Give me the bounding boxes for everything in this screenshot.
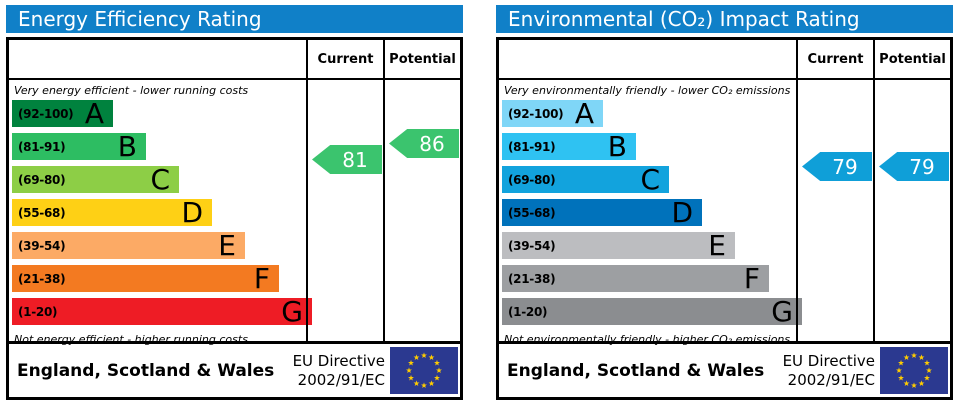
rating-band-A: (92-100) A — [12, 97, 113, 130]
current-column-header: Current — [796, 40, 873, 78]
eu-directive-line1: EU Directive — [782, 351, 875, 370]
band-letter: G — [281, 295, 303, 328]
top-note: Very energy efficient - lower running co… — [14, 84, 249, 97]
current-column-body — [796, 80, 873, 341]
rating-band-E: (39-54) E — [502, 229, 735, 262]
rating-band-G: (1-20) G — [502, 295, 802, 328]
rating-band-D: (55-68) D — [502, 196, 702, 229]
table-body: Very energy efficient - lower running co… — [9, 80, 460, 346]
rating-band-C: (69-80) C — [12, 163, 179, 196]
potential-column-header: Potential — [383, 40, 460, 78]
band-letter: B — [117, 130, 137, 163]
energy-panel-title: Energy Efficiency Rating — [6, 5, 463, 33]
energy-rating-table: Current Potential Very energy efficient … — [6, 37, 463, 400]
region-label: England, Scotland & Wales — [507, 360, 765, 381]
band-letter: A — [84, 97, 104, 130]
band-range: (81-91) — [18, 139, 66, 154]
band-range: (81-91) — [508, 139, 556, 154]
table-footer: England, Scotland & Wales EU Directive 2… — [499, 341, 950, 397]
co2-panel-title: Environmental (CO₂) Impact Rating — [496, 5, 953, 33]
band-letter: D — [181, 196, 203, 229]
eu-directive-line2: 2002/91/EC — [787, 370, 875, 389]
header-spacer-cell — [9, 40, 306, 78]
band-range: (39-54) — [508, 238, 556, 253]
table-header-row: Current Potential — [9, 40, 460, 80]
potential-column-header: Potential — [873, 40, 950, 78]
band-letter: E — [708, 229, 726, 262]
band-range: (55-68) — [18, 205, 66, 220]
bands-cell: Very environmentally friendly - lower CO… — [499, 80, 802, 346]
rating-band-A: (92-100) A — [502, 97, 603, 130]
rating-band-C: (69-80) C — [502, 163, 669, 196]
band-range: (69-80) — [18, 172, 66, 187]
bands-cell: Very energy efficient - lower running co… — [9, 80, 312, 346]
potential-column-body — [873, 80, 950, 341]
rating-band-F: (21-38) F — [502, 262, 769, 295]
band-range: (1-20) — [18, 304, 58, 319]
rating-band-E: (39-54) E — [12, 229, 245, 262]
eu-directive-line2: 2002/91/EC — [297, 370, 385, 389]
rating-band-B: (81-91) B — [502, 130, 636, 163]
header-spacer-cell — [499, 40, 796, 78]
energy-efficiency-panel: Energy Efficiency Rating Current Potenti… — [0, 0, 467, 404]
rating-band-G: (1-20) G — [12, 295, 312, 328]
table-body: Very environmentally friendly - lower CO… — [499, 80, 950, 346]
band-letter: C — [150, 163, 170, 196]
current-column-header: Current — [306, 40, 383, 78]
band-range: (69-80) — [508, 172, 556, 187]
band-letter: E — [218, 229, 236, 262]
eu-flag-icon — [880, 347, 948, 394]
band-letter: G — [771, 295, 793, 328]
eu-flag-icon — [390, 347, 458, 394]
eu-directive-line1: EU Directive — [292, 351, 385, 370]
band-letter: C — [640, 163, 660, 196]
band-letter: A — [574, 97, 594, 130]
region-label: England, Scotland & Wales — [17, 360, 275, 381]
current-column-body — [306, 80, 383, 341]
band-letter: B — [607, 130, 627, 163]
band-range: (39-54) — [18, 238, 66, 253]
band-range: (21-38) — [508, 271, 556, 286]
band-range: (92-100) — [508, 106, 564, 121]
eu-directive-label: EU Directive 2002/91/EC — [293, 352, 385, 390]
band-letter: D — [671, 196, 693, 229]
band-range: (92-100) — [18, 106, 74, 121]
rating-band-F: (21-38) F — [12, 262, 279, 295]
potential-rating-arrow: 86 — [389, 129, 459, 158]
rating-band-D: (55-68) D — [12, 196, 212, 229]
environmental-impact-panel: Environmental (CO₂) Impact Rating Curren… — [490, 0, 957, 404]
band-letter: F — [743, 262, 760, 295]
table-header-row: Current Potential — [499, 40, 950, 80]
rating-bands: (92-100) A (81-91) B (69-80) C (55-68) D (39-54)… — [12, 97, 312, 331]
co2-rating-table: Current Potential Very environmentally f… — [496, 37, 953, 400]
top-note: Very environmentally friendly - lower CO… — [504, 84, 791, 97]
rating-band-B: (81-91) B — [12, 130, 146, 163]
band-range: (21-38) — [18, 271, 66, 286]
band-letter: F — [253, 262, 270, 295]
band-range: (1-20) — [508, 304, 548, 319]
rating-bands: (92-100) A (81-91) B (69-80) C (55-68) D (39-54)… — [502, 97, 802, 331]
table-footer: England, Scotland & Wales EU Directive 2… — [9, 341, 460, 397]
potential-column-body — [383, 80, 460, 341]
band-range: (55-68) — [508, 205, 556, 220]
eu-directive-label: EU Directive 2002/91/EC — [783, 352, 875, 390]
